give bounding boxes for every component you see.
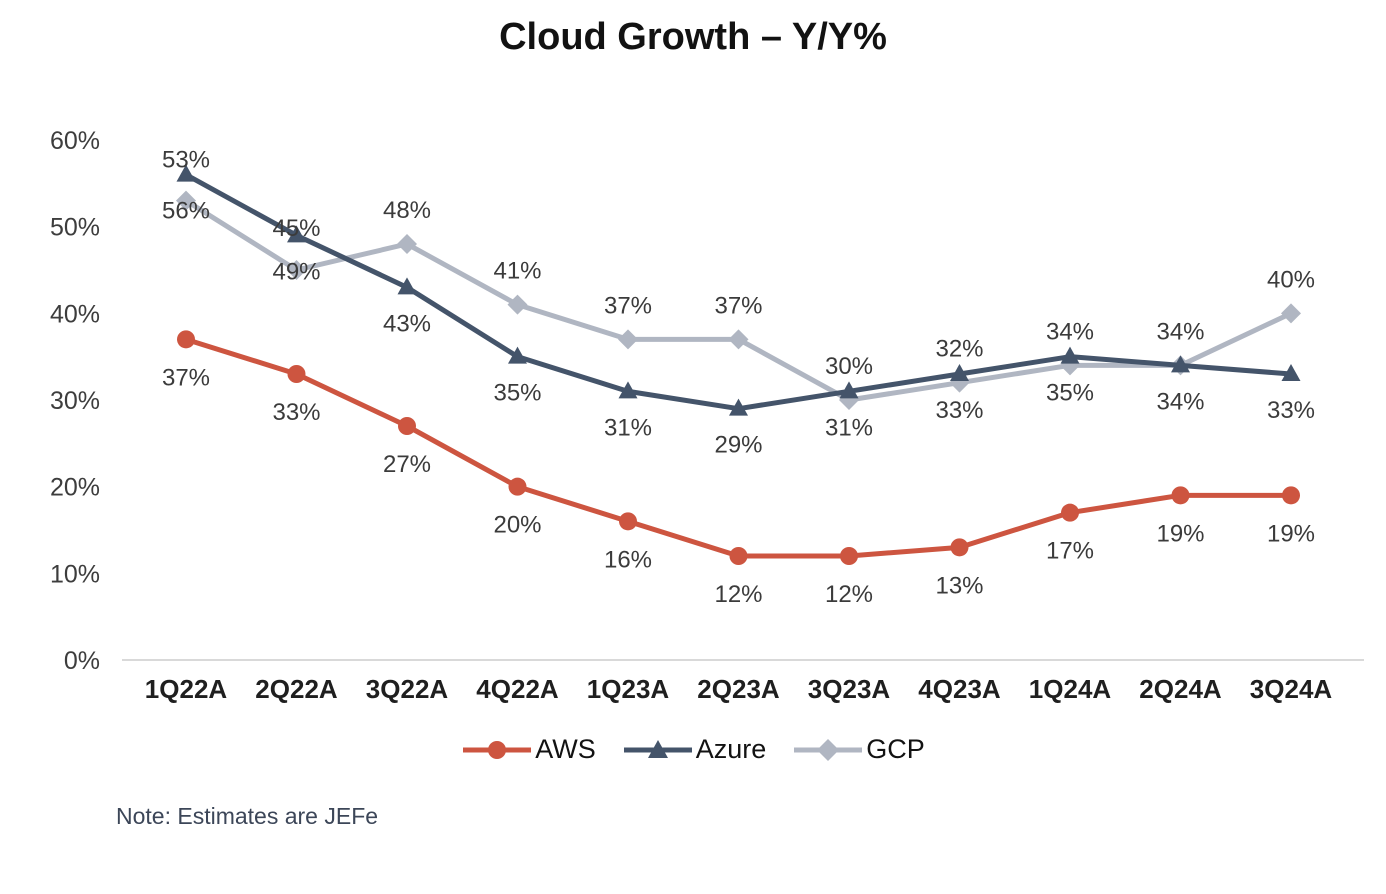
gcp-legend-marker-icon	[794, 738, 863, 761]
aws-legend-circle-icon	[488, 740, 507, 759]
gcp-value-label: 45%	[272, 215, 320, 242]
legend-label-aws: AWS	[535, 734, 596, 764]
aws-marker-circle-icon	[950, 538, 969, 557]
gcp-value-label: 34%	[1046, 318, 1094, 345]
y-axis-label: 60%	[50, 127, 100, 155]
azure-value-label: 33%	[1267, 397, 1315, 424]
legend-label-gcp: GCP	[866, 734, 925, 764]
aws-value-label: 17%	[1046, 538, 1094, 565]
gcp-marker-diamond-icon	[286, 260, 307, 280]
azure-value-label: 49%	[272, 258, 320, 285]
legend-item-gcp: GCP	[792, 734, 925, 765]
aws-marker-circle-icon	[508, 477, 527, 496]
azure-marker-triangle-icon	[1171, 355, 1190, 373]
x-axis-label: 3Q23A	[808, 674, 891, 704]
gcp-value-label: 32%	[935, 336, 983, 363]
aws-value-label: 12%	[825, 581, 873, 608]
azure-marker-triangle-icon	[508, 346, 527, 364]
aws-marker-circle-icon	[398, 417, 416, 435]
aws-value-label: 37%	[162, 364, 210, 391]
azure-marker-triangle-icon	[397, 277, 417, 295]
aws-value-label: 20%	[493, 512, 541, 539]
azure-marker-triangle-icon	[287, 225, 306, 243]
x-axis-label: 3Q24A	[1250, 674, 1333, 704]
page: { "page": { "title": "Cloud Growth – Y/Y…	[0, 16, 1386, 894]
azure-marker-triangle-icon	[729, 398, 748, 416]
aws-value-label: 12%	[714, 581, 762, 608]
y-axis-label: 40%	[50, 300, 100, 328]
azure-value-label: 56%	[162, 198, 210, 225]
aws-value-label: 13%	[935, 572, 983, 599]
azure-value-label: 33%	[935, 397, 983, 424]
aws-value-label: 33%	[272, 399, 320, 426]
azure-marker-triangle-icon	[1281, 364, 1301, 381]
gcp-marker-diamond-icon	[1281, 303, 1301, 324]
gcp-marker-diamond-icon	[728, 329, 749, 350]
aws-marker-circle-icon	[177, 330, 195, 349]
x-axis-label: 4Q23A	[918, 674, 1001, 704]
aws-value-label: 19%	[1267, 520, 1315, 547]
aws-marker-circle-icon	[619, 512, 637, 531]
aws-legend-marker-icon	[463, 740, 532, 759]
azure-value-label: 35%	[493, 380, 541, 407]
x-axis-label: 4Q22A	[476, 674, 559, 704]
x-axis-label: 3Q22A	[366, 674, 449, 704]
gcp-value-label: 34%	[1156, 318, 1204, 345]
y-axis-label: 0%	[64, 647, 100, 675]
gcp-marker-diamond-icon	[507, 294, 528, 315]
gcp-legend-diamond-icon	[817, 738, 840, 761]
aws-marker-circle-icon	[729, 547, 748, 565]
azure-marker-triangle-icon	[1060, 346, 1080, 364]
azure-value-label: 31%	[604, 414, 652, 441]
aws-marker-circle-icon	[840, 547, 858, 565]
azure-legend-marker-icon	[623, 739, 692, 758]
gcp-value-label: 53%	[162, 147, 210, 174]
y-axis-label: 10%	[50, 560, 100, 588]
azure-value-label: 29%	[714, 432, 762, 459]
x-axis-label: 2Q24A	[1139, 674, 1222, 704]
x-axis-label: 2Q23A	[697, 674, 780, 704]
gcp-value-label: 30%	[825, 353, 873, 380]
gcp-value-label: 40%	[1267, 266, 1315, 293]
legend: AWS Azure GCP	[0, 734, 1386, 765]
azure-marker-triangle-icon	[618, 381, 638, 399]
y-axis-label: 20%	[50, 474, 100, 502]
y-axis-label: 30%	[50, 387, 100, 415]
azure-marker-triangle-icon	[950, 364, 969, 381]
gcp-value-label: 41%	[493, 258, 541, 285]
footnote: Note: Estimates are JEFe	[116, 803, 379, 829]
chart-title: Cloud Growth – Y/Y%	[499, 16, 887, 58]
azure-marker-triangle-icon	[176, 164, 196, 182]
gcp-marker-diamond-icon	[176, 190, 196, 211]
aws-value-label: 16%	[604, 546, 652, 573]
gcp-value-label: 37%	[604, 292, 652, 319]
gcp-marker-diamond-icon	[618, 329, 638, 350]
aws-marker-circle-icon	[1171, 486, 1190, 505]
x-axis-label: 2Q22A	[255, 674, 338, 704]
azure-legend-triangle-icon	[647, 739, 668, 758]
aws-value-label: 19%	[1156, 520, 1204, 547]
azure-value-label: 31%	[825, 414, 873, 441]
chart-area: 0% 10% 20% 30% 40% 50% 60% 1Q22A 2Q22A 3Q22A 4Q22A…	[0, 65, 1386, 720]
legend-item-azure: Azure	[622, 734, 767, 765]
azure-value-label: 34%	[1156, 388, 1204, 415]
legend-item-aws: AWS	[461, 734, 596, 765]
y-axis-label: 50%	[50, 214, 100, 242]
azure-marker-triangle-icon	[839, 381, 859, 399]
legend-label-azure: Azure	[695, 734, 767, 764]
aws-marker-circle-icon	[1282, 486, 1300, 505]
line-chart: 0% 10% 20% 30% 40% 50% 60% 1Q22A 2Q22A 3Q22A 4Q22A…	[50, 127, 1364, 704]
aws-marker-circle-icon	[287, 365, 306, 383]
azure-value-label: 35%	[1046, 380, 1094, 407]
aws-value-label: 27%	[383, 451, 431, 478]
gcp-value-label: 48%	[383, 197, 431, 224]
x-axis-label: 1Q24A	[1029, 674, 1112, 704]
x-axis-label: 1Q22A	[145, 674, 228, 704]
azure-value-label: 43%	[383, 310, 431, 337]
x-axis-label: 1Q23A	[587, 674, 670, 704]
aws-marker-circle-icon	[1061, 503, 1079, 522]
gcp-marker-diamond-icon	[397, 234, 417, 254]
gcp-value-label: 37%	[714, 292, 762, 319]
